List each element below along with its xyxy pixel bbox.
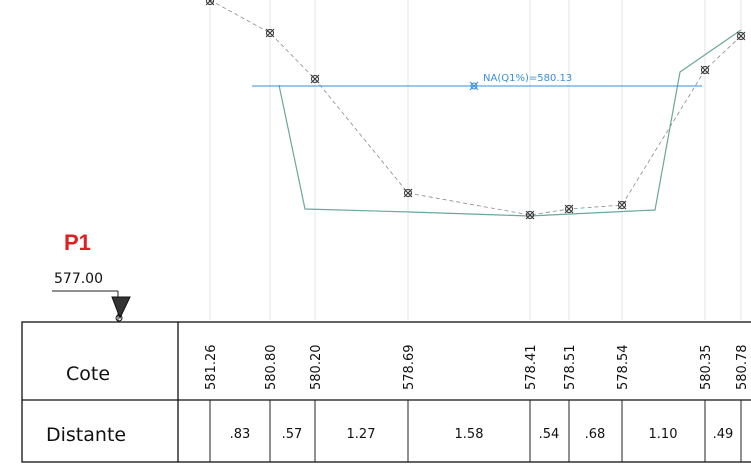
- cote-values: 581.26 580.80 580.20 578.69 578.41 578.5…: [204, 345, 750, 391]
- survey-point-icon: [525, 210, 535, 220]
- distance-value: 1.10: [649, 427, 678, 442]
- profile-title: P1: [64, 230, 91, 255]
- cote-value: 578.54: [616, 345, 631, 391]
- survey-point-icon: [205, 0, 215, 6]
- survey-point-icon: [736, 31, 746, 41]
- cote-value: 578.41: [524, 345, 539, 391]
- row-label-distante: Distante: [46, 424, 126, 446]
- survey-point-icon: [564, 204, 574, 214]
- row-label-cote: Cote: [66, 363, 110, 385]
- water-level-marker-icon: [469, 81, 479, 91]
- cote-value: 578.69: [402, 345, 417, 391]
- cote-value: 578.51: [563, 345, 578, 391]
- reference-level: 577.00: [54, 271, 103, 287]
- level-triangle-icon: [111, 296, 131, 322]
- cote-value: 580.20: [309, 345, 324, 391]
- cote-value: 580.78: [735, 345, 750, 391]
- water-level-label: NA(Q1%)=580.13: [483, 73, 572, 84]
- survey-ground-line: [209, 0, 742, 216]
- distance-values: .83 .57 1.27 1.58 .54 .68 1.10 .49: [230, 427, 734, 442]
- data-table: [21, 321, 751, 463]
- cote-value: 580.80: [264, 345, 279, 391]
- distance-value: .83: [230, 427, 251, 442]
- channel-profile-line: [278, 29, 742, 217]
- survey-point-icon: [403, 188, 413, 198]
- cote-value: 581.26: [204, 345, 219, 391]
- survey-points: [205, 0, 746, 220]
- survey-point-icon: [700, 65, 710, 75]
- distance-value: .54: [539, 427, 560, 442]
- survey-point-icon: [265, 28, 275, 38]
- survey-point-icon: [310, 74, 320, 84]
- distance-value: .57: [282, 427, 303, 442]
- distance-value: 1.58: [455, 427, 484, 442]
- survey-point-icon: [617, 200, 627, 210]
- distance-value: .49: [713, 427, 734, 442]
- cote-value: 580.35: [699, 345, 714, 391]
- vertical-guides: [209, 0, 742, 320]
- distance-value: 1.27: [347, 427, 376, 442]
- distance-value: .68: [585, 427, 606, 442]
